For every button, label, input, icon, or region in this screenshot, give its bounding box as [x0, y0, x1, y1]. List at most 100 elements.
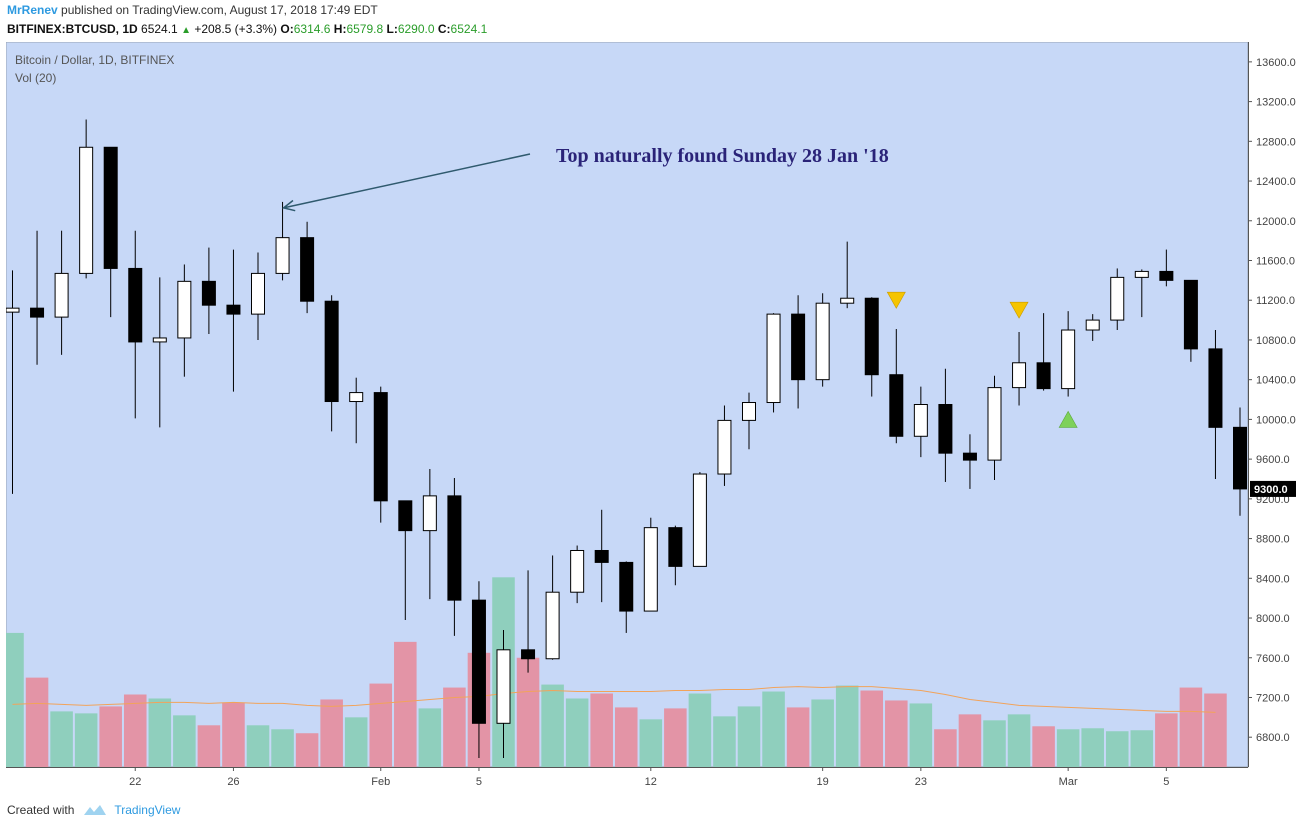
ticker-low-label: L: [386, 22, 398, 36]
candle-body [791, 313, 806, 381]
price-tick-label: 11600.0 [1256, 255, 1295, 267]
candle [987, 375, 1002, 480]
price-tick-label: 6800.0 [1256, 732, 1290, 744]
candle [54, 230, 69, 355]
ticker-close-label: C: [437, 22, 451, 36]
candle [1134, 269, 1149, 318]
volume-bar [1081, 728, 1104, 767]
candle-body [938, 404, 953, 454]
volume-bar [762, 691, 785, 767]
candle [1110, 268, 1125, 331]
candle [913, 386, 928, 458]
price-tick-label: 12400.0 [1256, 176, 1296, 188]
candle-body [1159, 270, 1174, 281]
candle-body [1110, 276, 1125, 321]
candle-body [717, 419, 732, 475]
candle-body [103, 146, 118, 269]
candle [742, 392, 756, 450]
time-axis: 22 26 Feb 5 12 19 23 Mar 5 [129, 767, 1169, 788]
candle [545, 555, 560, 660]
candle-body [496, 649, 511, 724]
candle [275, 201, 290, 281]
volume-bar [590, 693, 613, 767]
volume-bar [50, 711, 73, 767]
candle-body [201, 280, 216, 306]
annotation-arrowhead [281, 199, 296, 212]
price-chart[interactable]: 6800.07200.07600.08000.08400.08800.09200… [6, 42, 1300, 797]
volume-bar [688, 693, 712, 767]
volume-bar [197, 725, 221, 767]
candle-body [1012, 362, 1027, 389]
candle [251, 252, 265, 340]
ticker-high: 6579.8 [346, 22, 384, 36]
price-tick-label: 7200.0 [1256, 692, 1290, 704]
candle-body [1134, 270, 1149, 278]
annotation-text: Top naturally found Sunday 28 Jan '18 [556, 145, 889, 167]
candle-body [840, 297, 855, 304]
candle [128, 230, 143, 419]
candle [1208, 330, 1223, 479]
volume-bar [664, 708, 687, 767]
volume-bar [1179, 687, 1203, 767]
candle-body [226, 304, 241, 315]
last-price-tag-bg [1250, 480, 1296, 497]
volume-bar [74, 713, 98, 767]
footer: Created with TradingView [7, 803, 180, 817]
volume-bar [344, 717, 368, 767]
volume-bar [443, 687, 466, 767]
volume-bar [516, 657, 540, 767]
volume-bar [1032, 726, 1055, 767]
price-tick-label: 12000.0 [1256, 216, 1296, 228]
signal-up-triangle [1058, 410, 1078, 428]
ticker-line: BITFINEX:BTCUSD, 1D 6524.1 ▲ +208.5 (+3.… [7, 22, 487, 36]
candle [447, 477, 462, 636]
tradingview-link[interactable]: TradingView [114, 803, 181, 817]
candle [1085, 314, 1100, 341]
volume-bar [860, 690, 884, 767]
volume-bar [811, 699, 834, 767]
candle-body [447, 495, 462, 601]
ticker-open-label: O: [280, 22, 294, 36]
candle-body [177, 280, 192, 339]
candle [103, 146, 118, 318]
volume-bar [1130, 730, 1154, 767]
candle [226, 249, 241, 392]
last-price-tag: 9300.0 [1250, 480, 1296, 497]
candle [422, 469, 437, 600]
candle [815, 293, 830, 387]
candles [6, 119, 1247, 759]
candle [471, 581, 486, 759]
candle [79, 119, 94, 279]
volume-bar [295, 733, 319, 767]
candle-body [521, 649, 536, 660]
time-tick-label: 26 [227, 776, 239, 788]
volume-bar [148, 698, 172, 767]
volume-bar [246, 725, 270, 767]
price-tick-label: 10000.0 [1256, 414, 1296, 426]
ticker-symbol: BITFINEX:BTCUSD, 1D [7, 22, 138, 36]
candle-body [79, 146, 94, 274]
time-tick-label: 12 [645, 776, 657, 788]
candle [201, 247, 216, 334]
author-link[interactable]: MrRenev [7, 3, 58, 17]
signal-down-triangle [886, 291, 906, 309]
volume-bar [1056, 729, 1080, 767]
candle-body [1061, 329, 1076, 390]
publish-info: published on TradingView.com, August 17,… [61, 3, 378, 17]
candle-body [152, 337, 167, 343]
time-tick-label: 5 [1163, 776, 1169, 788]
volume-bar [1105, 731, 1129, 767]
candle-body [545, 591, 560, 660]
time-tick-label: 19 [817, 776, 829, 788]
candle [349, 377, 364, 444]
volume-bar [25, 677, 49, 767]
candle [619, 561, 634, 633]
candle-body [422, 495, 437, 532]
price-tick-label: 8800.0 [1256, 534, 1290, 546]
volume-bar [1204, 693, 1227, 767]
candle [692, 472, 707, 567]
candle [152, 277, 167, 428]
signal-markers [886, 291, 1078, 428]
legend-symbol: Bitcoin / Dollar, 1D, BITFINEX [15, 53, 174, 67]
volume-bar [835, 685, 859, 767]
